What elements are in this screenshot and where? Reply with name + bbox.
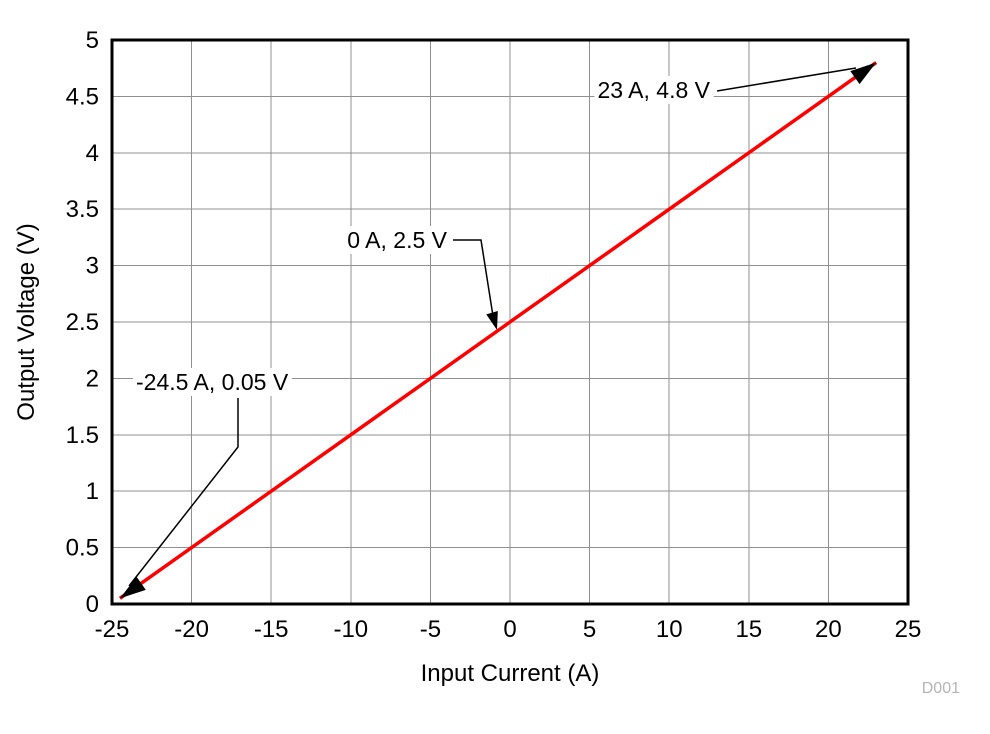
line-start-arrow bbox=[119, 576, 146, 599]
line-end-arrow bbox=[850, 62, 877, 85]
x-tick-label: 0 bbox=[503, 616, 516, 643]
x-tick-label: 25 bbox=[895, 616, 922, 643]
annotation-label-bg bbox=[594, 76, 714, 104]
y-tick-label: 0.5 bbox=[66, 535, 99, 562]
x-axis-title: Input Current (A) bbox=[421, 660, 600, 687]
y-tick-label: 2 bbox=[86, 365, 99, 392]
x-tick-label: 15 bbox=[735, 616, 762, 643]
annotation-leader bbox=[128, 398, 239, 587]
x-tick-label: 20 bbox=[815, 616, 842, 643]
annotation-label-bg bbox=[133, 368, 292, 396]
y-tick-label: 1 bbox=[86, 478, 99, 505]
y-tick-label: 2.5 bbox=[66, 309, 99, 336]
x-tick-label: -5 bbox=[420, 616, 441, 643]
annotation-leader bbox=[716, 67, 857, 92]
y-tick-label: 0 bbox=[86, 591, 99, 618]
annotation-arrow bbox=[486, 311, 498, 330]
x-tick-label: 5 bbox=[583, 616, 596, 643]
x-tick-label: -10 bbox=[333, 616, 368, 643]
y-tick-label: 5 bbox=[86, 27, 99, 54]
annotation-label: 23 A, 4.8 V bbox=[597, 77, 710, 103]
annotation-label-bg bbox=[344, 226, 451, 254]
annotation-label: 0 A, 2.5 V bbox=[347, 227, 447, 253]
annotation-leader bbox=[453, 239, 494, 317]
annotation-label: -24.5 A, 0.05 V bbox=[136, 369, 289, 395]
x-tick-label: -20 bbox=[174, 616, 209, 643]
y-tick-label: 4.5 bbox=[66, 83, 99, 110]
plot-id-label: D001 bbox=[921, 680, 960, 697]
y-tick-label: 4 bbox=[86, 140, 99, 167]
series-line bbox=[118, 61, 878, 600]
x-tick-label: -25 bbox=[95, 616, 130, 643]
y-tick-label: 3 bbox=[86, 253, 99, 280]
y-tick-label: 3.5 bbox=[66, 196, 99, 223]
x-tick-label: -15 bbox=[254, 616, 289, 643]
plot-frame bbox=[110, 38, 910, 606]
x-tick-label: 10 bbox=[656, 616, 683, 643]
y-tick-label: 1.5 bbox=[66, 422, 99, 449]
y-axis-title: Output Voltage (V) bbox=[13, 223, 40, 420]
